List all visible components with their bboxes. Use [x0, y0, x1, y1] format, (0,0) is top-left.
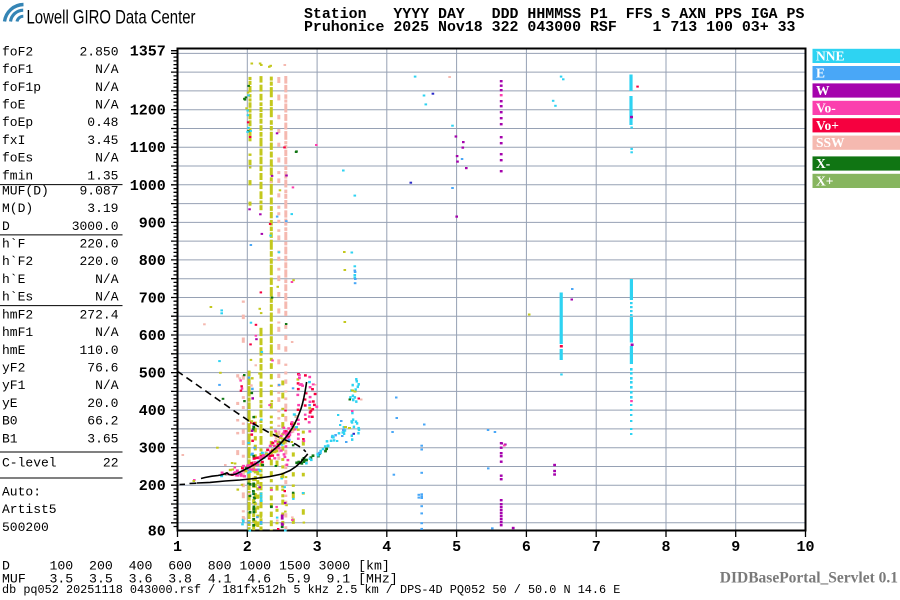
svg-text:5: 5: [452, 539, 461, 556]
svg-text:2.850: 2.850: [79, 45, 118, 60]
svg-text:foF1p: foF1p: [2, 80, 41, 95]
svg-text:3.45: 3.45: [87, 133, 118, 148]
svg-text:900: 900: [139, 215, 166, 232]
svg-text:W: W: [816, 83, 830, 98]
svg-text:Vo+: Vo+: [816, 118, 839, 133]
svg-text:yF1: yF1: [2, 378, 26, 393]
svg-text:3: 3: [313, 539, 322, 556]
svg-text:hmF2: hmF2: [2, 308, 33, 323]
svg-text:N/A: N/A: [95, 62, 119, 77]
svg-text:66.2: 66.2: [87, 414, 118, 429]
svg-text:Auto:: Auto:: [2, 485, 41, 500]
svg-text:110.0: 110.0: [79, 343, 118, 358]
svg-text:h`F2: h`F2: [2, 254, 33, 269]
svg-text:220.0: 220.0: [79, 237, 118, 252]
svg-text:B0: B0: [2, 414, 18, 429]
svg-text:6: 6: [522, 539, 531, 556]
svg-text:hmE: hmE: [2, 343, 26, 358]
svg-text:MUF(D): MUF(D): [2, 184, 49, 199]
svg-text:9.087: 9.087: [79, 184, 118, 199]
svg-text:db pq052 20251118 043000.rsf /: db pq052 20251118 043000.rsf / 181fx512h…: [2, 583, 620, 597]
svg-text:foEp: foEp: [2, 115, 33, 130]
svg-text:1357: 1357: [130, 44, 166, 61]
svg-text:300: 300: [139, 441, 166, 458]
svg-text:fmin: fmin: [2, 168, 33, 183]
svg-text:1200: 1200: [130, 103, 166, 120]
svg-text:9: 9: [731, 539, 740, 556]
svg-text:B1: B1: [2, 431, 18, 446]
svg-text:E: E: [816, 66, 825, 81]
svg-text:200: 200: [139, 478, 166, 495]
svg-text:76.6: 76.6: [87, 361, 118, 376]
svg-text:N/A: N/A: [95, 290, 119, 305]
svg-text:8: 8: [661, 539, 670, 556]
svg-text:800: 800: [139, 253, 166, 270]
svg-text:1: 1: [173, 539, 182, 556]
svg-text:hmF1: hmF1: [2, 325, 33, 340]
svg-text:3.65: 3.65: [87, 431, 118, 446]
svg-text:220.0: 220.0: [79, 254, 118, 269]
svg-text:D 100 200 400 600 800: D 100 200 400 600 800 1000 1500 3000 [km…: [2, 559, 390, 574]
svg-text:Vo-: Vo-: [816, 100, 836, 115]
svg-text:foEs: foEs: [2, 151, 33, 166]
svg-text:22: 22: [103, 456, 119, 471]
svg-text:N/A: N/A: [95, 272, 119, 287]
svg-text:yE: yE: [2, 396, 18, 411]
svg-text:DIDBasePortal_Servlet 0.1: DIDBasePortal_Servlet 0.1: [720, 570, 898, 587]
svg-text:C-level: C-level: [2, 456, 57, 471]
svg-text:600: 600: [139, 328, 166, 345]
svg-text:Lowell GIRO Data Center: Lowell GIRO Data Center: [27, 7, 196, 29]
svg-text:500200: 500200: [2, 520, 49, 535]
svg-text:yF2: yF2: [2, 361, 25, 376]
svg-text:0.48: 0.48: [87, 115, 118, 130]
svg-text:Artist5: Artist5: [2, 502, 57, 517]
svg-text:400: 400: [139, 403, 166, 420]
svg-text:4: 4: [382, 539, 391, 556]
svg-text:Station YYYY DAY DDD HHMMS: Station YYYY DAY DDD HHMMSS P1 FFS S AXN…: [304, 7, 804, 23]
svg-text:h`Es: h`Es: [2, 290, 33, 305]
svg-text:X+: X+: [816, 173, 833, 188]
svg-text:Pruhonice 2025 Nov18 322 04300: Pruhonice 2025 Nov18 322 043000 RSF 1 71…: [304, 20, 796, 36]
svg-text:80: 80: [148, 523, 166, 540]
svg-text:h`E: h`E: [2, 272, 26, 287]
svg-text:10: 10: [796, 539, 814, 556]
svg-text:fxI: fxI: [2, 133, 25, 148]
svg-text:X-: X-: [816, 156, 830, 171]
svg-text:7: 7: [592, 539, 601, 556]
svg-text:1100: 1100: [130, 140, 166, 157]
svg-text:h`F: h`F: [2, 237, 25, 252]
svg-text:20.0: 20.0: [87, 396, 118, 411]
svg-text:N/A: N/A: [95, 98, 119, 113]
svg-text:1000: 1000: [130, 178, 166, 195]
svg-text:D: D: [2, 219, 10, 234]
svg-text:700: 700: [139, 291, 166, 308]
svg-text:500: 500: [139, 366, 166, 383]
svg-text:272.4: 272.4: [79, 308, 118, 323]
svg-text:2: 2: [243, 539, 252, 556]
svg-text:NNE: NNE: [816, 48, 845, 63]
svg-text:M(D): M(D): [2, 201, 33, 216]
svg-text:foF2: foF2: [2, 45, 33, 60]
svg-text:foE: foE: [2, 98, 26, 113]
svg-text:SSW: SSW: [816, 135, 845, 150]
svg-text:3000.0: 3000.0: [72, 219, 119, 234]
svg-text:N/A: N/A: [95, 80, 119, 95]
svg-text:N/A: N/A: [95, 151, 119, 166]
svg-text:MUF 3.5 3.5 3.6 3.8 4.1: MUF 3.5 3.5 3.6 3.8 4.1 4.6 5.9 9.1 [MHz…: [2, 572, 398, 587]
svg-text:N/A: N/A: [95, 378, 119, 393]
svg-text:3.19: 3.19: [87, 201, 118, 216]
svg-text:N/A: N/A: [95, 325, 119, 340]
svg-text:foF1: foF1: [2, 62, 33, 77]
svg-text:1.35: 1.35: [87, 168, 118, 183]
